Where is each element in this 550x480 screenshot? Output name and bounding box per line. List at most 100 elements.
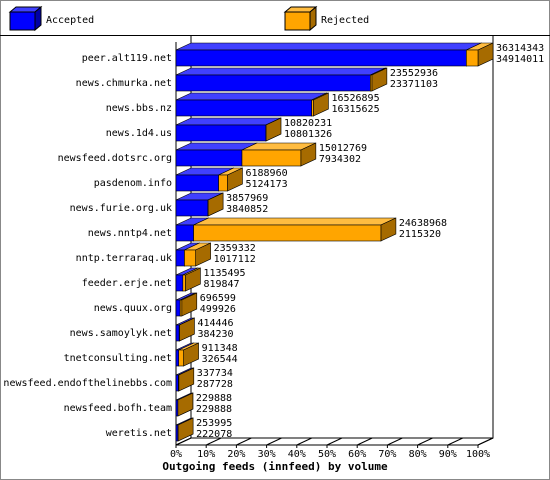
- bar-front: [175, 199, 209, 217]
- accepted-label: 222078: [196, 429, 232, 440]
- bar-segment: [184, 242, 211, 267]
- bar-front: [466, 49, 479, 67]
- accepted-label: 23371103: [390, 79, 438, 90]
- accepted-label: 229888: [196, 404, 232, 415]
- bar-segment: [370, 67, 388, 92]
- category-label: news.furie.org.uk: [70, 203, 172, 214]
- bar-front: [175, 74, 371, 92]
- category-label: news.nntp4.net: [88, 228, 172, 239]
- bar-segment: [311, 92, 329, 117]
- x-tick-label: 60%: [348, 449, 366, 460]
- offered-label: 23552936: [390, 68, 438, 79]
- category-label: news.bbs.nz: [106, 103, 172, 114]
- accepted-label: 16315625: [331, 104, 379, 115]
- bar-segment: [241, 142, 317, 167]
- offered-label: 911348: [202, 343, 238, 354]
- offered-label: 10820231: [284, 118, 332, 129]
- floor-grid-line: [326, 437, 343, 446]
- bar-front: [175, 349, 180, 367]
- category-label: pasdenom.info: [94, 178, 172, 189]
- x-tick-label: 70%: [378, 449, 396, 460]
- bar-top: [175, 92, 327, 101]
- bar-segment: [175, 67, 386, 92]
- bar-segment: [178, 367, 195, 392]
- category-label: news.quux.org: [94, 303, 172, 314]
- bar-top: [193, 217, 397, 226]
- bar-top: [175, 42, 482, 51]
- offered-label: 696599: [200, 293, 236, 304]
- offered-label: 337734: [197, 368, 233, 379]
- floor-grid-line: [387, 437, 403, 446]
- category-label: peer.alt119.net: [82, 53, 172, 64]
- bar-segment: [177, 392, 194, 417]
- bar-front: [178, 349, 184, 367]
- bar-front: [184, 249, 196, 267]
- x-tick-label: 0%: [170, 449, 182, 460]
- category-label: newsfeed.dotsrc.org: [58, 153, 172, 164]
- floor-grid-line: [447, 437, 464, 446]
- legend-swatch: [284, 11, 311, 31]
- category-label: newsfeed.endofthelinebbs.com: [3, 378, 172, 389]
- offered-label: 36314343: [496, 43, 544, 54]
- legend-label: Rejected: [321, 15, 369, 26]
- bar-front: [175, 174, 219, 192]
- accepted-label: 10801326: [284, 129, 332, 140]
- bar-top: [175, 117, 281, 126]
- accepted-label: 326544: [202, 354, 238, 365]
- legend-item: Accepted: [8, 5, 94, 32]
- offered-label: 1135495: [203, 268, 245, 279]
- bar-front: [175, 374, 179, 392]
- bar-front: [175, 224, 194, 242]
- accepted-label: 1017112: [214, 254, 256, 265]
- floor-grid-line: [205, 437, 222, 446]
- offered-label: 6188960: [245, 168, 287, 179]
- accepted-label: 5124173: [245, 179, 287, 190]
- x-tick-label: 50%: [318, 449, 336, 460]
- bar-top: [175, 67, 386, 76]
- legend-label: Accepted: [46, 15, 94, 26]
- bar-side: [177, 392, 194, 417]
- offered-label: 253995: [196, 418, 232, 429]
- x-axis-title: Outgoing feeds (innfeed) by volume: [162, 460, 388, 473]
- offered-label: 3857969: [226, 193, 268, 204]
- floor-grid-line: [417, 437, 433, 446]
- legend-item: Rejected: [283, 5, 369, 32]
- accepted-label: 819847: [203, 279, 239, 290]
- x-tick-label: 100%: [466, 449, 490, 460]
- category-label: feeder.erje.net: [82, 278, 172, 289]
- x-tick-label: 90%: [439, 449, 457, 460]
- bar-front: [175, 49, 467, 67]
- accepted-label: 2115320: [399, 229, 441, 240]
- floor-grid-line: [236, 437, 252, 446]
- bar-front: [175, 99, 312, 117]
- offered-label: 2359332: [214, 243, 256, 254]
- bar-front: [241, 149, 302, 167]
- accepted-label: 287728: [197, 379, 233, 390]
- bar-front: [175, 324, 180, 342]
- accepted-label: 7934302: [319, 154, 361, 165]
- floor-grid-line: [266, 437, 282, 446]
- floor-grid-line: [356, 437, 373, 446]
- category-label: news.chmurka.net: [76, 78, 172, 89]
- bar-segment: [193, 217, 397, 242]
- category-label: weretis.net: [106, 428, 172, 439]
- bar-front: [175, 299, 181, 317]
- bar-front: [193, 224, 382, 242]
- legend-swatch: [9, 11, 36, 31]
- bar-front: [218, 174, 228, 192]
- bar-segment: [175, 92, 327, 117]
- category-label: news.1d4.us: [106, 128, 172, 139]
- bar-segment: [182, 267, 201, 292]
- offered-label: 24638968: [399, 218, 447, 229]
- floor-grid-line: [477, 437, 494, 446]
- floor-grid-line: [175, 437, 192, 446]
- x-tick-label: 40%: [288, 449, 306, 460]
- offered-label: 414446: [197, 318, 233, 329]
- x-tick-label: 30%: [258, 449, 276, 460]
- category-label: nntp.terraraq.uk: [76, 253, 172, 264]
- bar-segment: [466, 42, 494, 67]
- category-label: tnetconsulting.net: [64, 353, 172, 364]
- accepted-label: 3840852: [226, 204, 268, 215]
- bar-segment: [175, 117, 282, 142]
